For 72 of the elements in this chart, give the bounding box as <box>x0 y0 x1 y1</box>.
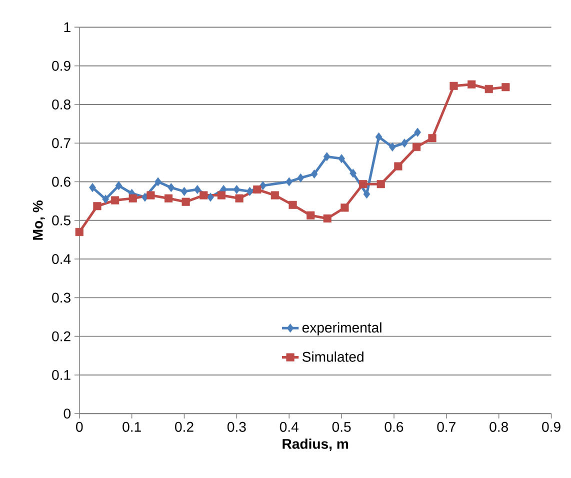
point <box>428 134 436 142</box>
point <box>180 186 188 196</box>
y-axis-title: Mo, % <box>32 200 45 240</box>
legend-label: experimental <box>302 322 382 336</box>
point <box>128 194 137 202</box>
point <box>359 180 368 188</box>
point <box>394 162 402 170</box>
point <box>502 82 510 92</box>
y-tick-label: 0.6 <box>52 176 70 187</box>
point <box>253 185 262 194</box>
x-tick-label: 0.5 <box>332 422 351 432</box>
point <box>376 180 385 188</box>
point <box>297 173 304 182</box>
point <box>363 189 370 199</box>
point <box>350 168 357 178</box>
y-tick-label: 0.5 <box>52 215 70 226</box>
x-tick-label: 0.9 <box>542 422 560 432</box>
point <box>414 128 422 137</box>
y-tick-label: 0 <box>64 408 71 418</box>
point <box>89 182 96 192</box>
point <box>310 169 318 178</box>
point <box>110 196 120 204</box>
y-tick-label: 0.3 <box>52 292 70 303</box>
x-tick-label: 0.4 <box>280 422 298 432</box>
y-tick-label: 0.4 <box>52 254 71 264</box>
point <box>338 154 345 163</box>
x-tick-label: 0.7 <box>437 422 456 432</box>
y-tick-label: 0.7 <box>52 138 70 148</box>
y-tick-label: 0.2 <box>52 331 70 342</box>
point <box>207 192 214 202</box>
point <box>217 191 226 200</box>
point <box>200 191 208 200</box>
x-tick-label: 0.3 <box>227 422 246 432</box>
point <box>235 194 244 202</box>
point <box>412 142 421 151</box>
point <box>154 177 162 186</box>
y-tick-label: 1 <box>64 22 70 32</box>
point <box>323 152 330 162</box>
point <box>340 203 349 212</box>
point <box>306 211 315 220</box>
point <box>484 84 493 93</box>
point <box>375 132 382 142</box>
point <box>194 184 201 194</box>
point <box>286 177 293 186</box>
x-tick-label: 0 <box>76 422 83 432</box>
point <box>401 138 408 148</box>
point <box>450 82 458 90</box>
x-tick-label: 0.8 <box>490 422 508 432</box>
y-tick-label: 0.8 <box>52 99 70 110</box>
x-tick-label: 0.2 <box>175 422 194 432</box>
point <box>115 180 122 190</box>
point <box>468 80 476 88</box>
point <box>164 194 173 202</box>
point <box>168 182 175 192</box>
legend-label: Simulated <box>302 351 364 362</box>
x-tick-label: 0.6 <box>384 422 404 432</box>
point <box>182 198 190 206</box>
point <box>388 142 396 152</box>
x-axis-title: Radius, m <box>282 438 348 451</box>
point <box>270 191 280 200</box>
point <box>323 214 332 222</box>
point <box>75 228 84 236</box>
point <box>93 202 102 210</box>
point <box>246 186 254 196</box>
x-tick-label: 0.1 <box>122 422 141 432</box>
y-tick-label: 0.1 <box>52 370 70 380</box>
point <box>288 200 297 209</box>
point <box>233 184 240 194</box>
point <box>259 180 266 190</box>
point <box>102 194 110 204</box>
y-tick-label: 0.9 <box>52 60 70 71</box>
point <box>146 191 155 200</box>
